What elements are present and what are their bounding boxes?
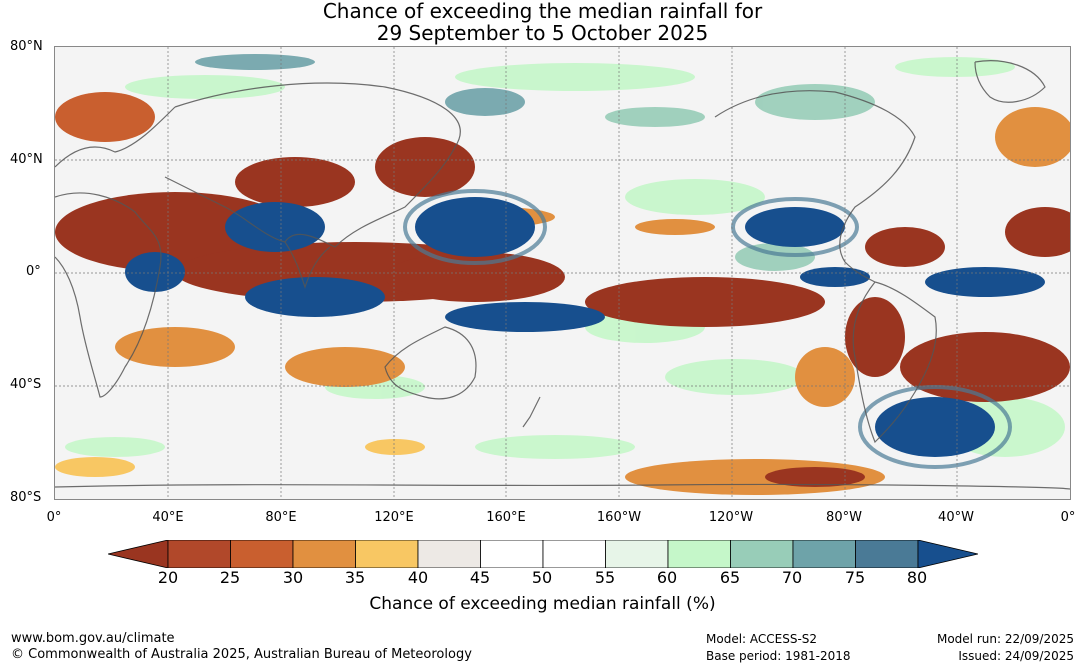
lat-label-80n: 80°N: [10, 39, 43, 54]
lon-label-120e: 120°E: [374, 510, 414, 525]
colorbar-tick-50: 50: [531, 568, 553, 587]
lat-label-80s: 80°S: [10, 490, 42, 505]
colorbar-bin: [417, 540, 481, 568]
colorbar-tick-25: 25: [219, 568, 241, 587]
colorbar-tick-40: 40: [407, 568, 429, 587]
colorbar: [108, 540, 978, 568]
colorbar-title: Chance of exceeding median rainfall (%): [369, 594, 716, 614]
colorbar-tick-80: 80: [906, 568, 928, 587]
colorbar-tick-35: 35: [344, 568, 366, 587]
map-svg: [55, 47, 1070, 499]
footer-base-period: Base period: 1981-2018: [706, 649, 851, 663]
colorbar-bin: [292, 540, 356, 568]
rainfall-probability-map: [54, 46, 1071, 500]
colorbar-extend-high: [917, 540, 978, 568]
colorbar-bin: [167, 540, 231, 568]
colorbar-tick-65: 65: [719, 568, 741, 587]
lon-label-160e: 160°E: [486, 510, 526, 525]
map-title-line1: Chance of exceeding the median rainfall …: [322, 0, 763, 23]
colorbar-bin: [730, 540, 794, 568]
footer-issued: Issued: 24/09/2025: [958, 649, 1074, 663]
colorbar-bin: [542, 540, 606, 568]
colorbar-bin: [855, 540, 919, 568]
colorbar-bin: [355, 540, 419, 568]
footer-model-run: Model run: 22/09/2025: [936, 632, 1074, 646]
colorbar-tick-45: 45: [469, 568, 491, 587]
footer-model: Model: ACCESS-S2: [706, 632, 818, 646]
colorbar-tick-75: 75: [844, 568, 866, 587]
lon-label-120w: 120°W: [708, 510, 754, 525]
colorbar-tick-60: 60: [656, 568, 678, 587]
lon-label-80e: 80°E: [265, 510, 297, 525]
colorbar-bin: [792, 540, 856, 568]
colorbar-bin: [667, 540, 731, 568]
colorbar-tick-70: 70: [781, 568, 803, 587]
footer-url: www.bom.gov.au/climate: [11, 631, 175, 646]
lat-label-40s: 40°S: [10, 377, 42, 392]
map-title-line2: 29 September to 5 October 2025: [376, 21, 709, 45]
colorbar-tick-55: 55: [594, 568, 616, 587]
colorbar-extend-low: [108, 540, 169, 568]
colorbar-bin: [480, 540, 544, 568]
lat-label-40n: 40°N: [10, 152, 43, 167]
colorbar-tick-30: 30: [282, 568, 304, 587]
lon-label-40w: 40°W: [938, 510, 974, 525]
footer-copyright: © Commonwealth of Australia 2025, Austra…: [11, 647, 472, 662]
lon-label-160w: 160°W: [596, 510, 642, 525]
lon-label-80w: 80°W: [826, 510, 862, 525]
colorbar-tick-20: 20: [157, 568, 179, 587]
colorbar-bin: [230, 540, 294, 568]
lon-label-40e: 40°E: [152, 510, 184, 525]
lat-label-0: 0°: [26, 264, 41, 279]
lon-label-0-left: 0°: [46, 510, 62, 525]
colorbar-bin: [605, 540, 669, 568]
lon-label-0-right: 0°: [1060, 510, 1076, 525]
